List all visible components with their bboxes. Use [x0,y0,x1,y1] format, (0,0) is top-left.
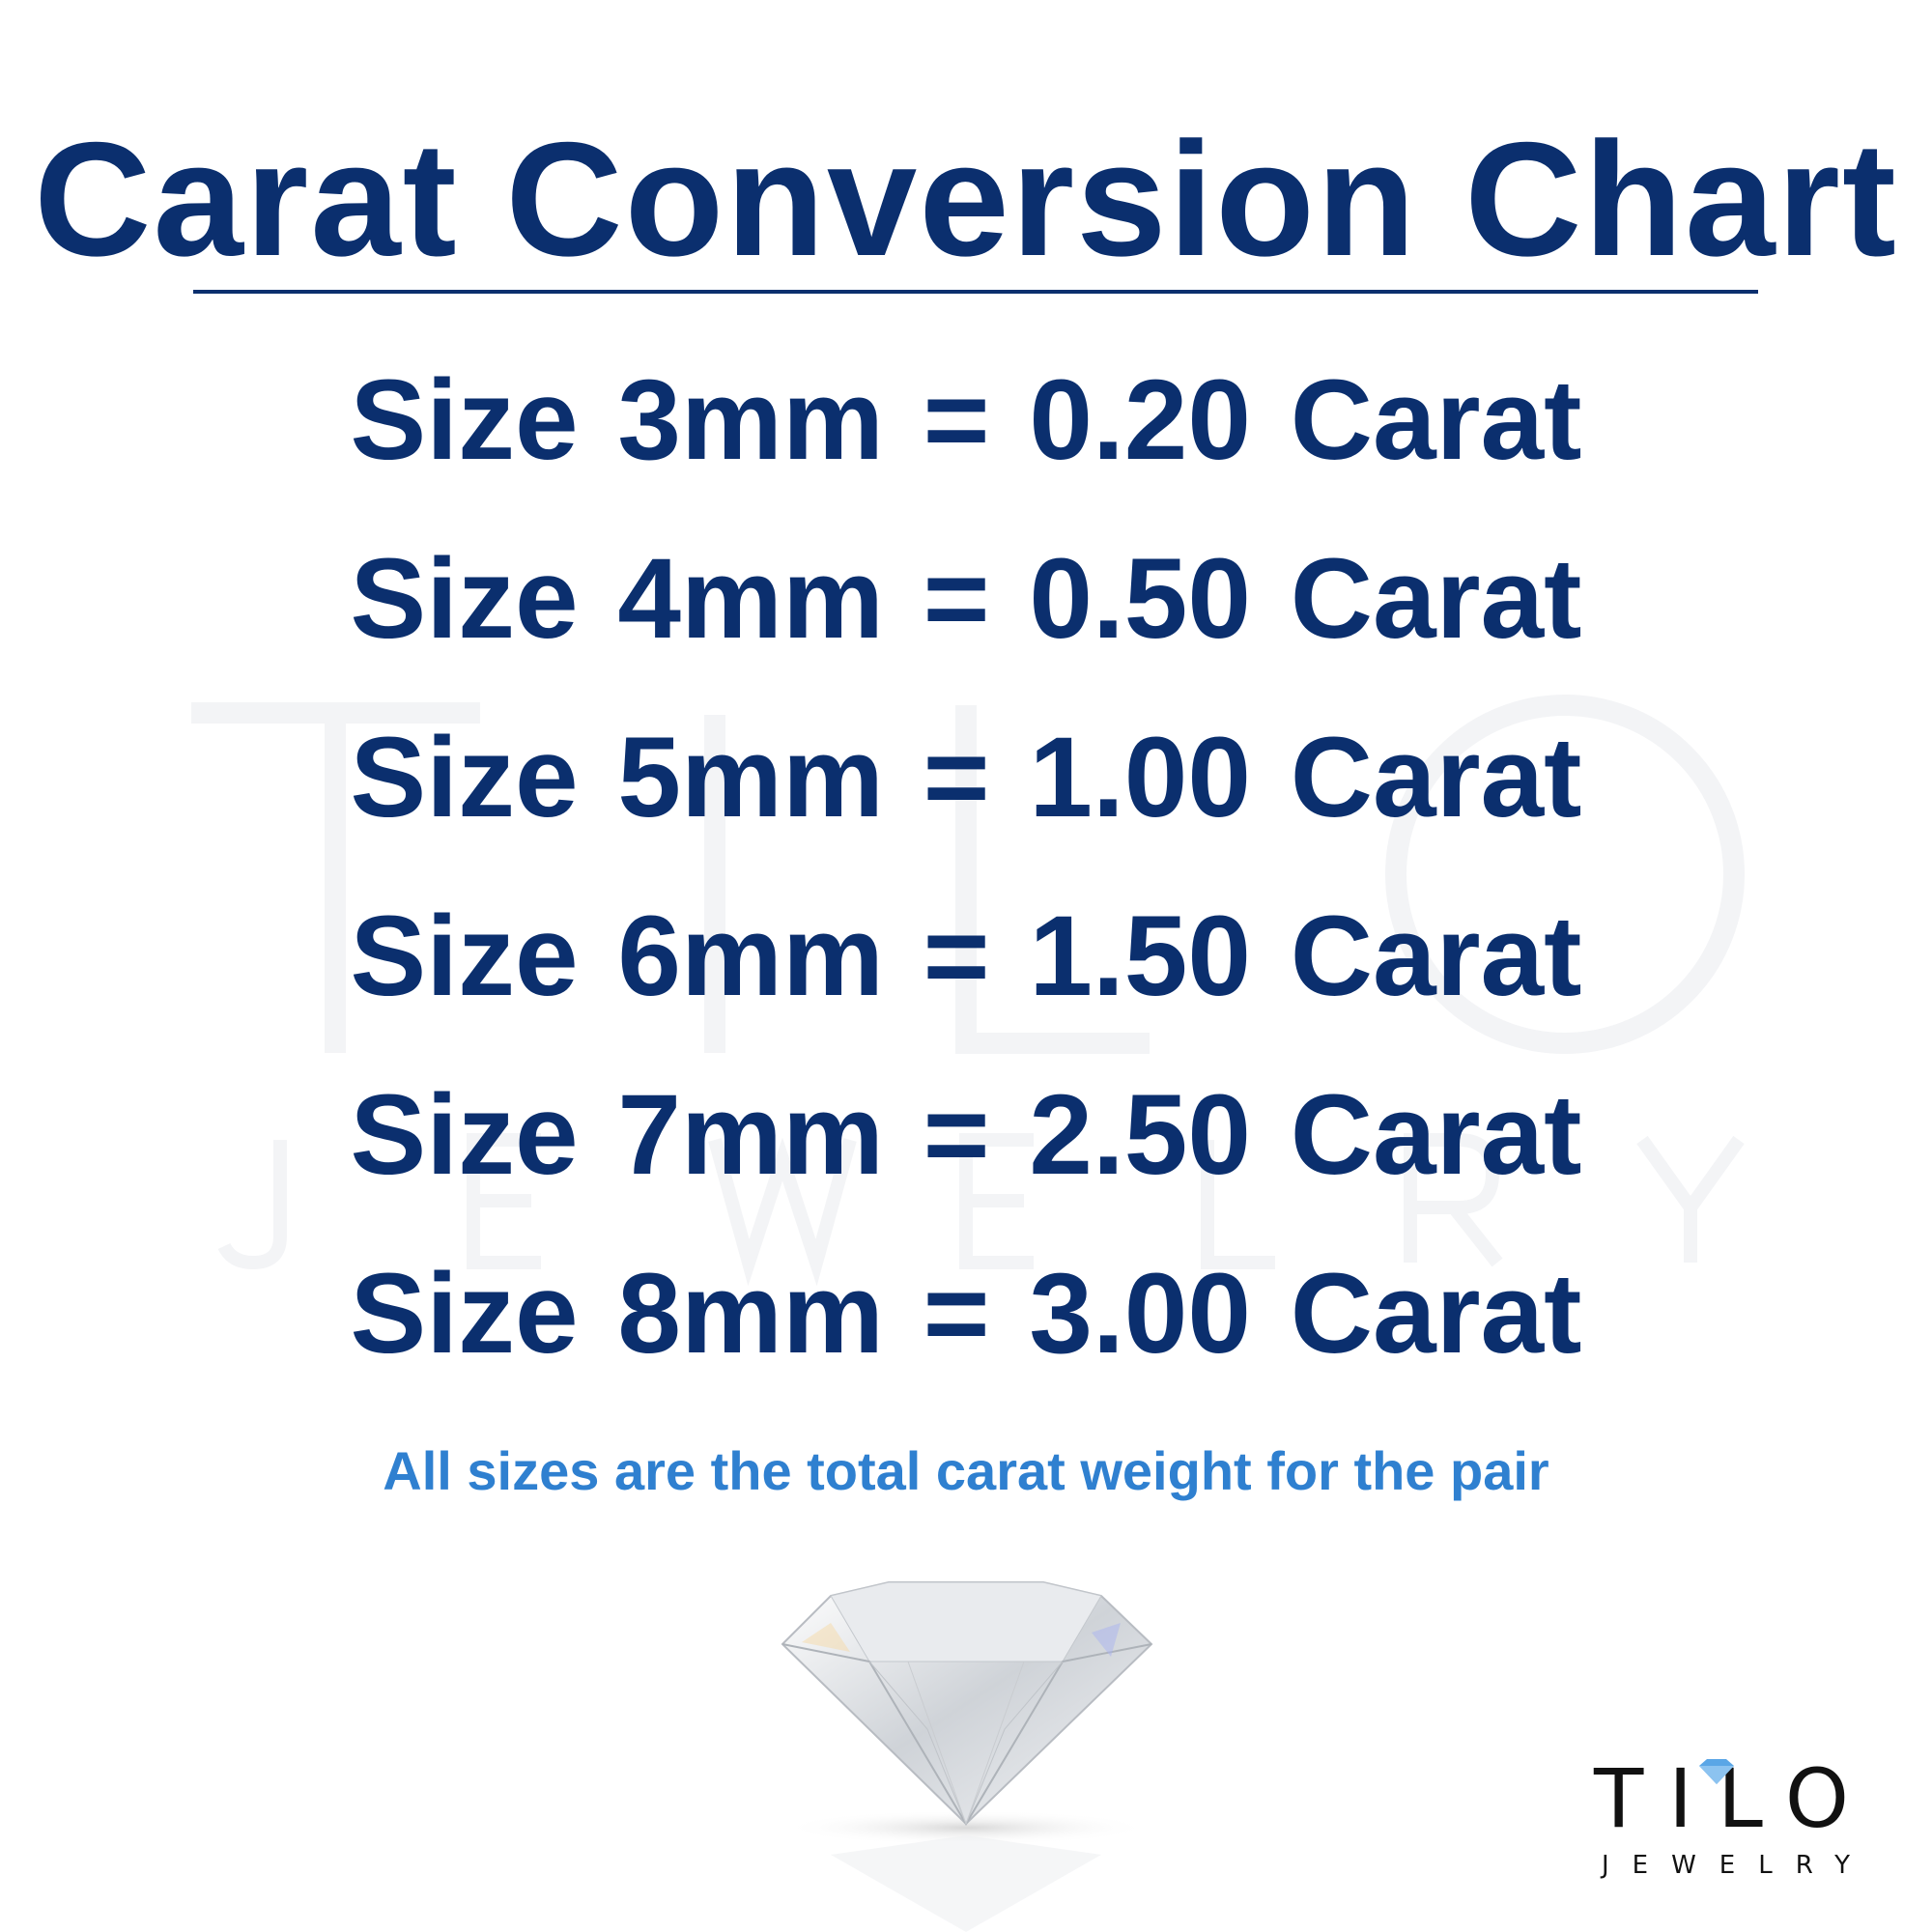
conversion-row: Size 7mm = 2.50 Carat [350,1071,1582,1199]
pair-weight-note: All sizes are the total carat weight for… [383,1440,1549,1501]
brand-logo: TILO JEWELRY [1594,1758,1884,1884]
diamond-icon [1699,1759,1734,1784]
conversion-row: Size 3mm = 0.20 Carat [350,356,1582,484]
conversion-row: Size 5mm = 1.00 Carat [350,714,1582,841]
conversion-list: Size 3mm = 0.20 Carat Size 4mm = 0.50 Ca… [0,357,1932,1430]
diamond-image [781,1581,1153,1932]
title-divider [193,290,1758,294]
logo-subtitle: JEWELRY [1602,1851,1874,1880]
page-title: Carat Conversion Chart [34,108,1898,290]
conversion-row: Size 6mm = 1.50 Carat [350,893,1582,1020]
conversion-row: Size 8mm = 3.00 Carat [350,1250,1582,1378]
conversion-row: Size 4mm = 0.50 Carat [350,535,1582,663]
